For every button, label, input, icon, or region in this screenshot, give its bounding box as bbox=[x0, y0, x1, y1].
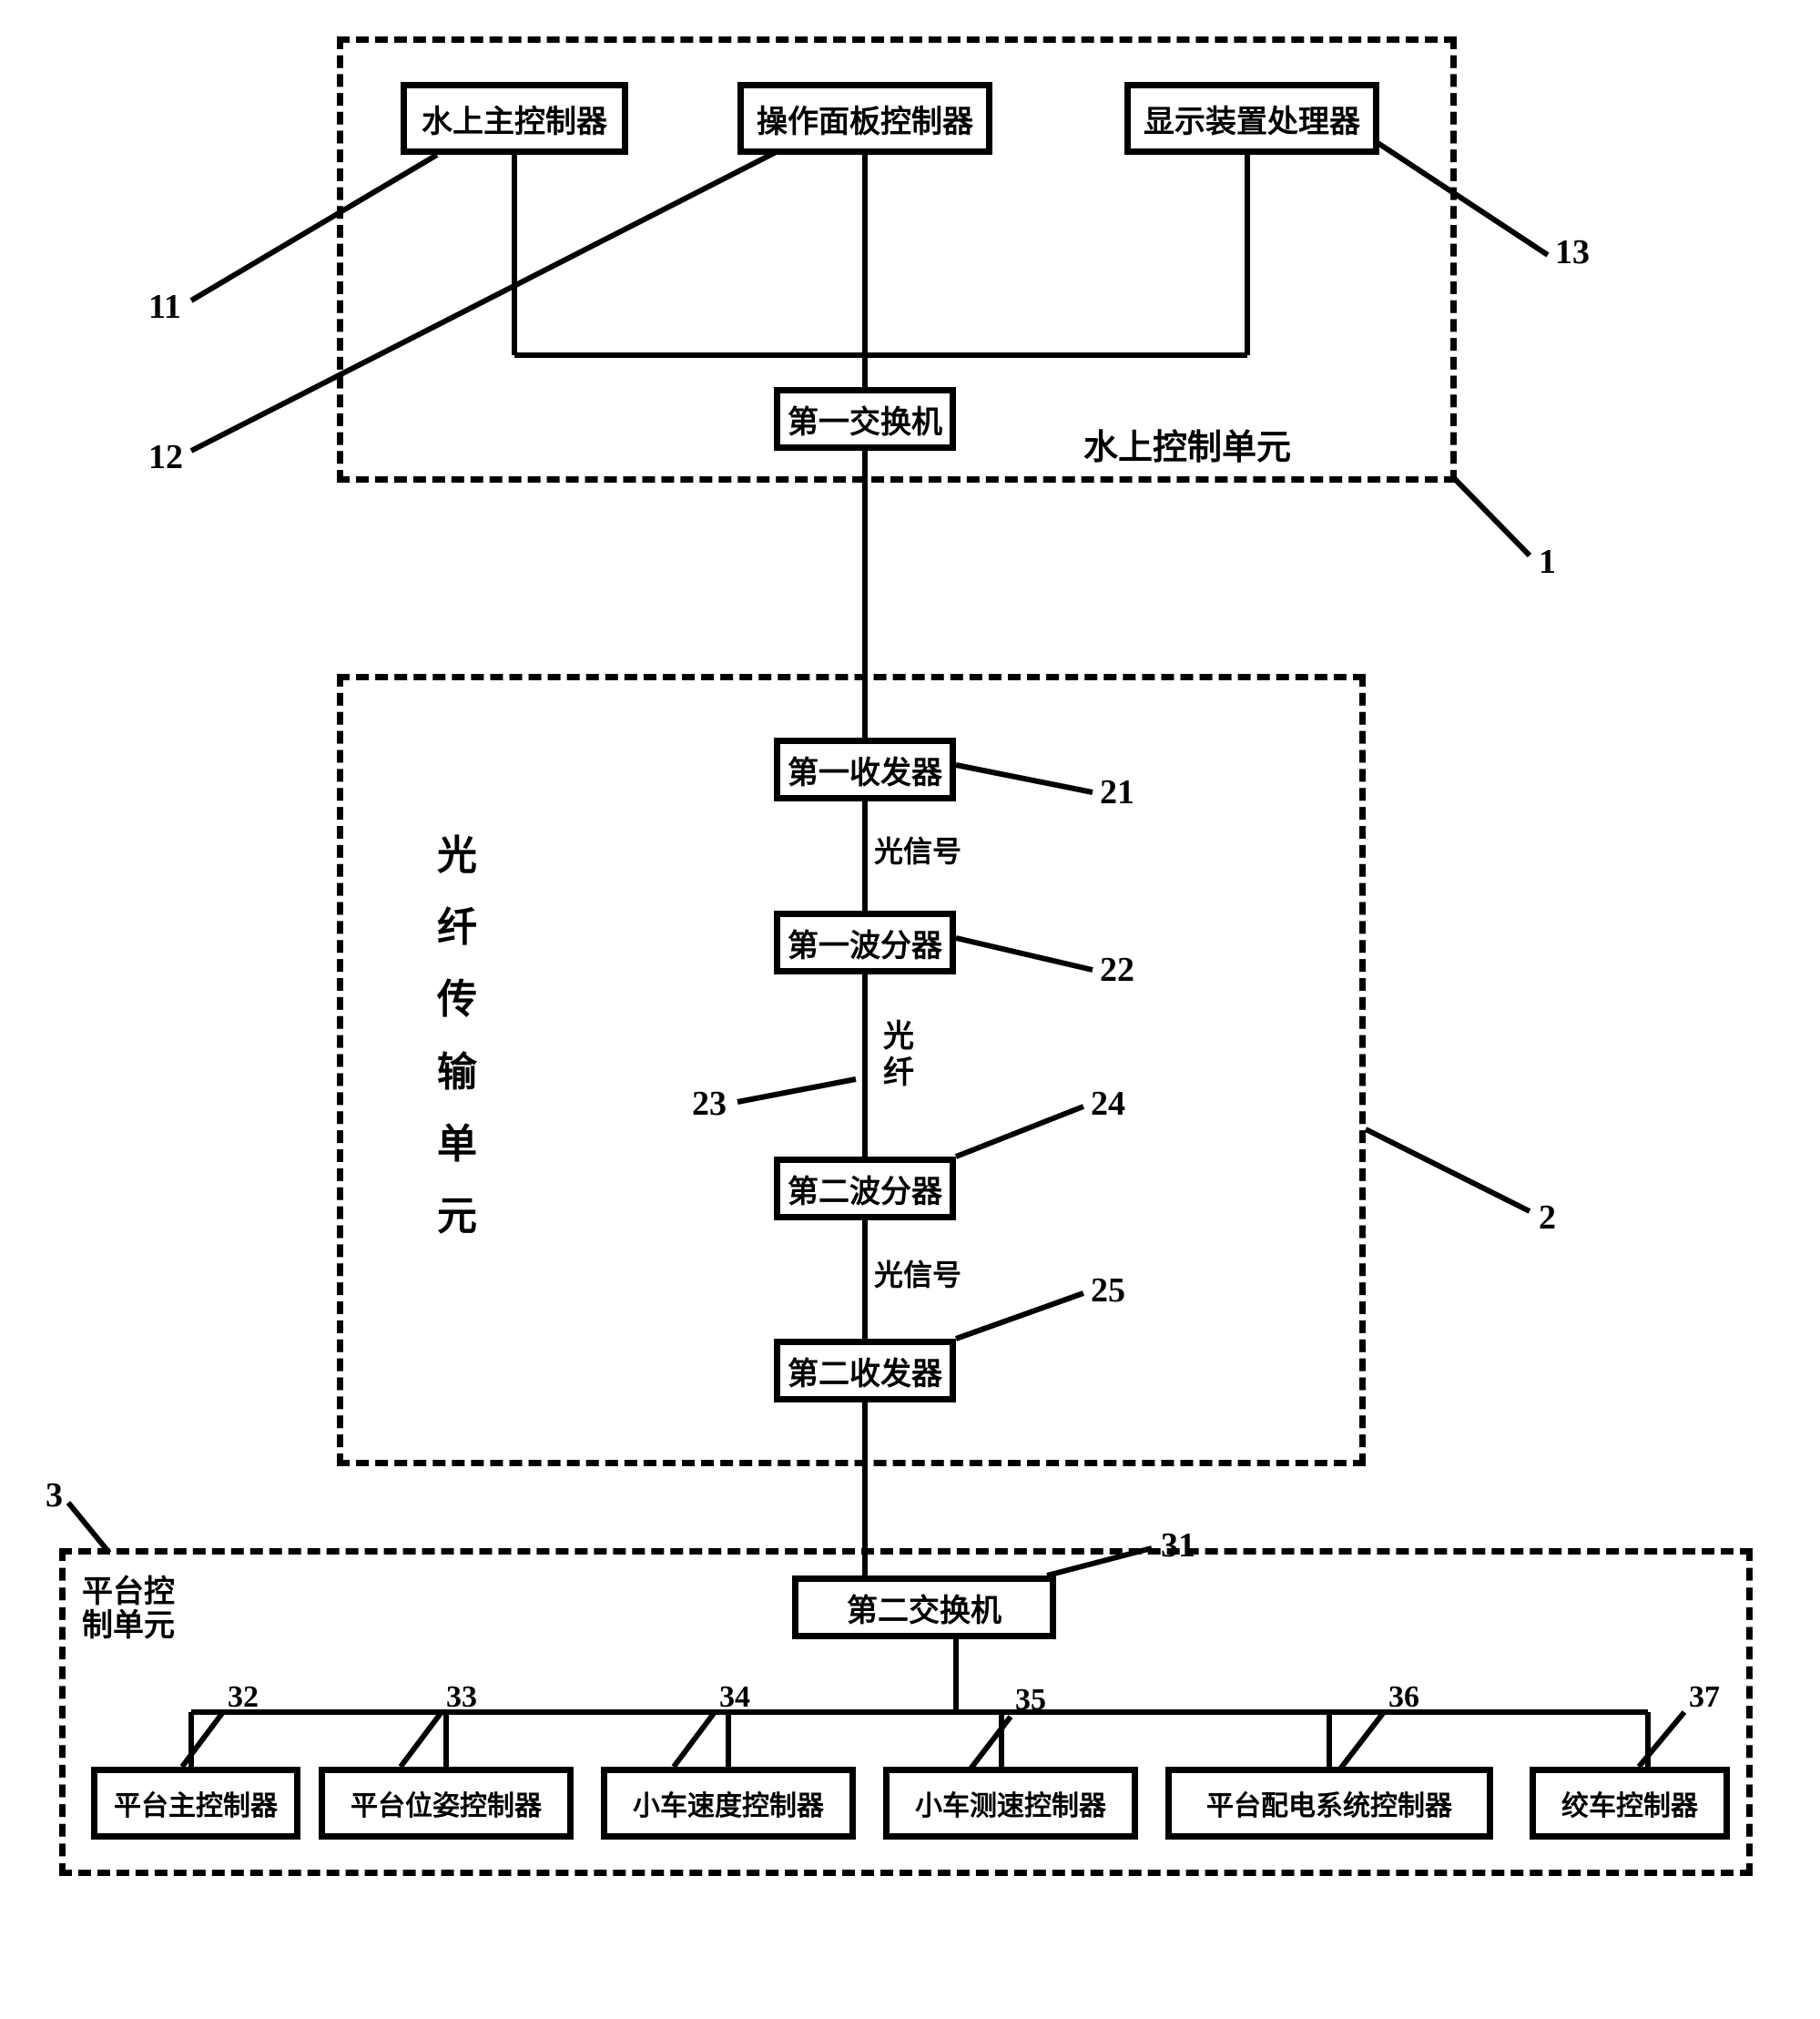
node-n37: 绞车控制器 bbox=[1530, 1767, 1730, 1840]
ref-35: 35 bbox=[1015, 1683, 1046, 1718]
vl-1: 光 bbox=[437, 820, 477, 892]
ref-22: 22 bbox=[1100, 950, 1134, 990]
node-n32: 平台主控制器 bbox=[91, 1767, 300, 1840]
link-label-21-22: 光信号 bbox=[874, 829, 961, 871]
ref-23: 23 bbox=[692, 1084, 727, 1124]
vl-2: 纤 bbox=[437, 892, 477, 964]
node-n37-text: 绞车控制器 bbox=[1561, 1783, 1698, 1823]
node-n34-text: 小车速度控制器 bbox=[633, 1783, 824, 1823]
ref-31: 31 bbox=[1161, 1525, 1195, 1565]
bl-2: 制单元 bbox=[82, 1609, 175, 1643]
ref-3: 3 bbox=[46, 1475, 63, 1515]
ref-1: 1 bbox=[1539, 542, 1556, 582]
node-n11-text: 水上主控制器 bbox=[422, 97, 607, 141]
node-n21-text: 第一收发器 bbox=[788, 748, 942, 792]
ref-25: 25 bbox=[1091, 1270, 1125, 1310]
node-n12: 操作面板控制器 bbox=[737, 82, 992, 155]
node-n22-text: 第一波分器 bbox=[788, 921, 942, 965]
node-n24-text: 第二波分器 bbox=[788, 1167, 942, 1211]
diagram-canvas: 水上控制单元 1 水上主控制器 11 操作面板控制器 12 显示装置处理器 13… bbox=[36, 36, 1766, 1949]
ref-37: 37 bbox=[1689, 1680, 1720, 1715]
node-n35: 小车测速控制器 bbox=[883, 1767, 1138, 1840]
node-n13: 显示装置处理器 bbox=[1124, 82, 1379, 155]
ref-13: 13 bbox=[1555, 232, 1590, 272]
node-switch2-text: 第二交换机 bbox=[847, 1586, 1002, 1630]
node-n24: 第二波分器 bbox=[774, 1157, 956, 1220]
group-middle-label: 光 纤 传 输 单 元 bbox=[437, 820, 477, 1252]
ref-34: 34 bbox=[719, 1680, 750, 1715]
node-n25: 第二收发器 bbox=[774, 1339, 956, 1402]
node-n11: 水上主控制器 bbox=[401, 82, 628, 155]
group-bottom-label: 平台控 制单元 bbox=[82, 1575, 175, 1644]
node-n32-text: 平台主控制器 bbox=[114, 1783, 278, 1823]
node-n36-text: 平台配电系统控制器 bbox=[1206, 1783, 1452, 1823]
ref-32: 32 bbox=[228, 1680, 259, 1715]
ref-11: 11 bbox=[148, 287, 181, 327]
ref-12: 12 bbox=[148, 437, 183, 477]
link-label-22-24b: 纤 bbox=[883, 1047, 914, 1092]
ref-2: 2 bbox=[1539, 1198, 1556, 1238]
ref-33: 33 bbox=[446, 1680, 477, 1715]
node-n36: 平台配电系统控制器 bbox=[1165, 1767, 1493, 1840]
node-switch1: 第一交换机 bbox=[774, 387, 956, 451]
vl-4: 输 bbox=[437, 1036, 477, 1108]
ref-36: 36 bbox=[1388, 1680, 1419, 1715]
node-n25-text: 第二收发器 bbox=[788, 1349, 942, 1393]
node-n35-text: 小车测速控制器 bbox=[915, 1783, 1106, 1823]
node-n33: 平台位姿控制器 bbox=[319, 1767, 574, 1840]
vl-5: 单 bbox=[437, 1108, 477, 1180]
vl-6: 元 bbox=[437, 1180, 477, 1252]
ref-24: 24 bbox=[1091, 1084, 1125, 1124]
node-n21: 第一收发器 bbox=[774, 738, 956, 801]
node-n13-text: 显示装置处理器 bbox=[1144, 97, 1360, 141]
vl-3: 传 bbox=[437, 964, 477, 1035]
link-label-24-25: 光信号 bbox=[874, 1252, 961, 1294]
bl-1: 平台控 bbox=[82, 1575, 175, 1609]
node-n33-text: 平台位姿控制器 bbox=[351, 1783, 542, 1823]
node-switch1-text: 第一交换机 bbox=[788, 397, 942, 442]
ref-21: 21 bbox=[1100, 772, 1134, 812]
node-n12-text: 操作面板控制器 bbox=[757, 97, 973, 141]
node-n34: 小车速度控制器 bbox=[601, 1767, 856, 1840]
node-n22: 第一波分器 bbox=[774, 911, 956, 974]
group-top-label: 水上控制单元 bbox=[1083, 419, 1291, 469]
node-switch2: 第二交换机 bbox=[792, 1575, 1056, 1639]
